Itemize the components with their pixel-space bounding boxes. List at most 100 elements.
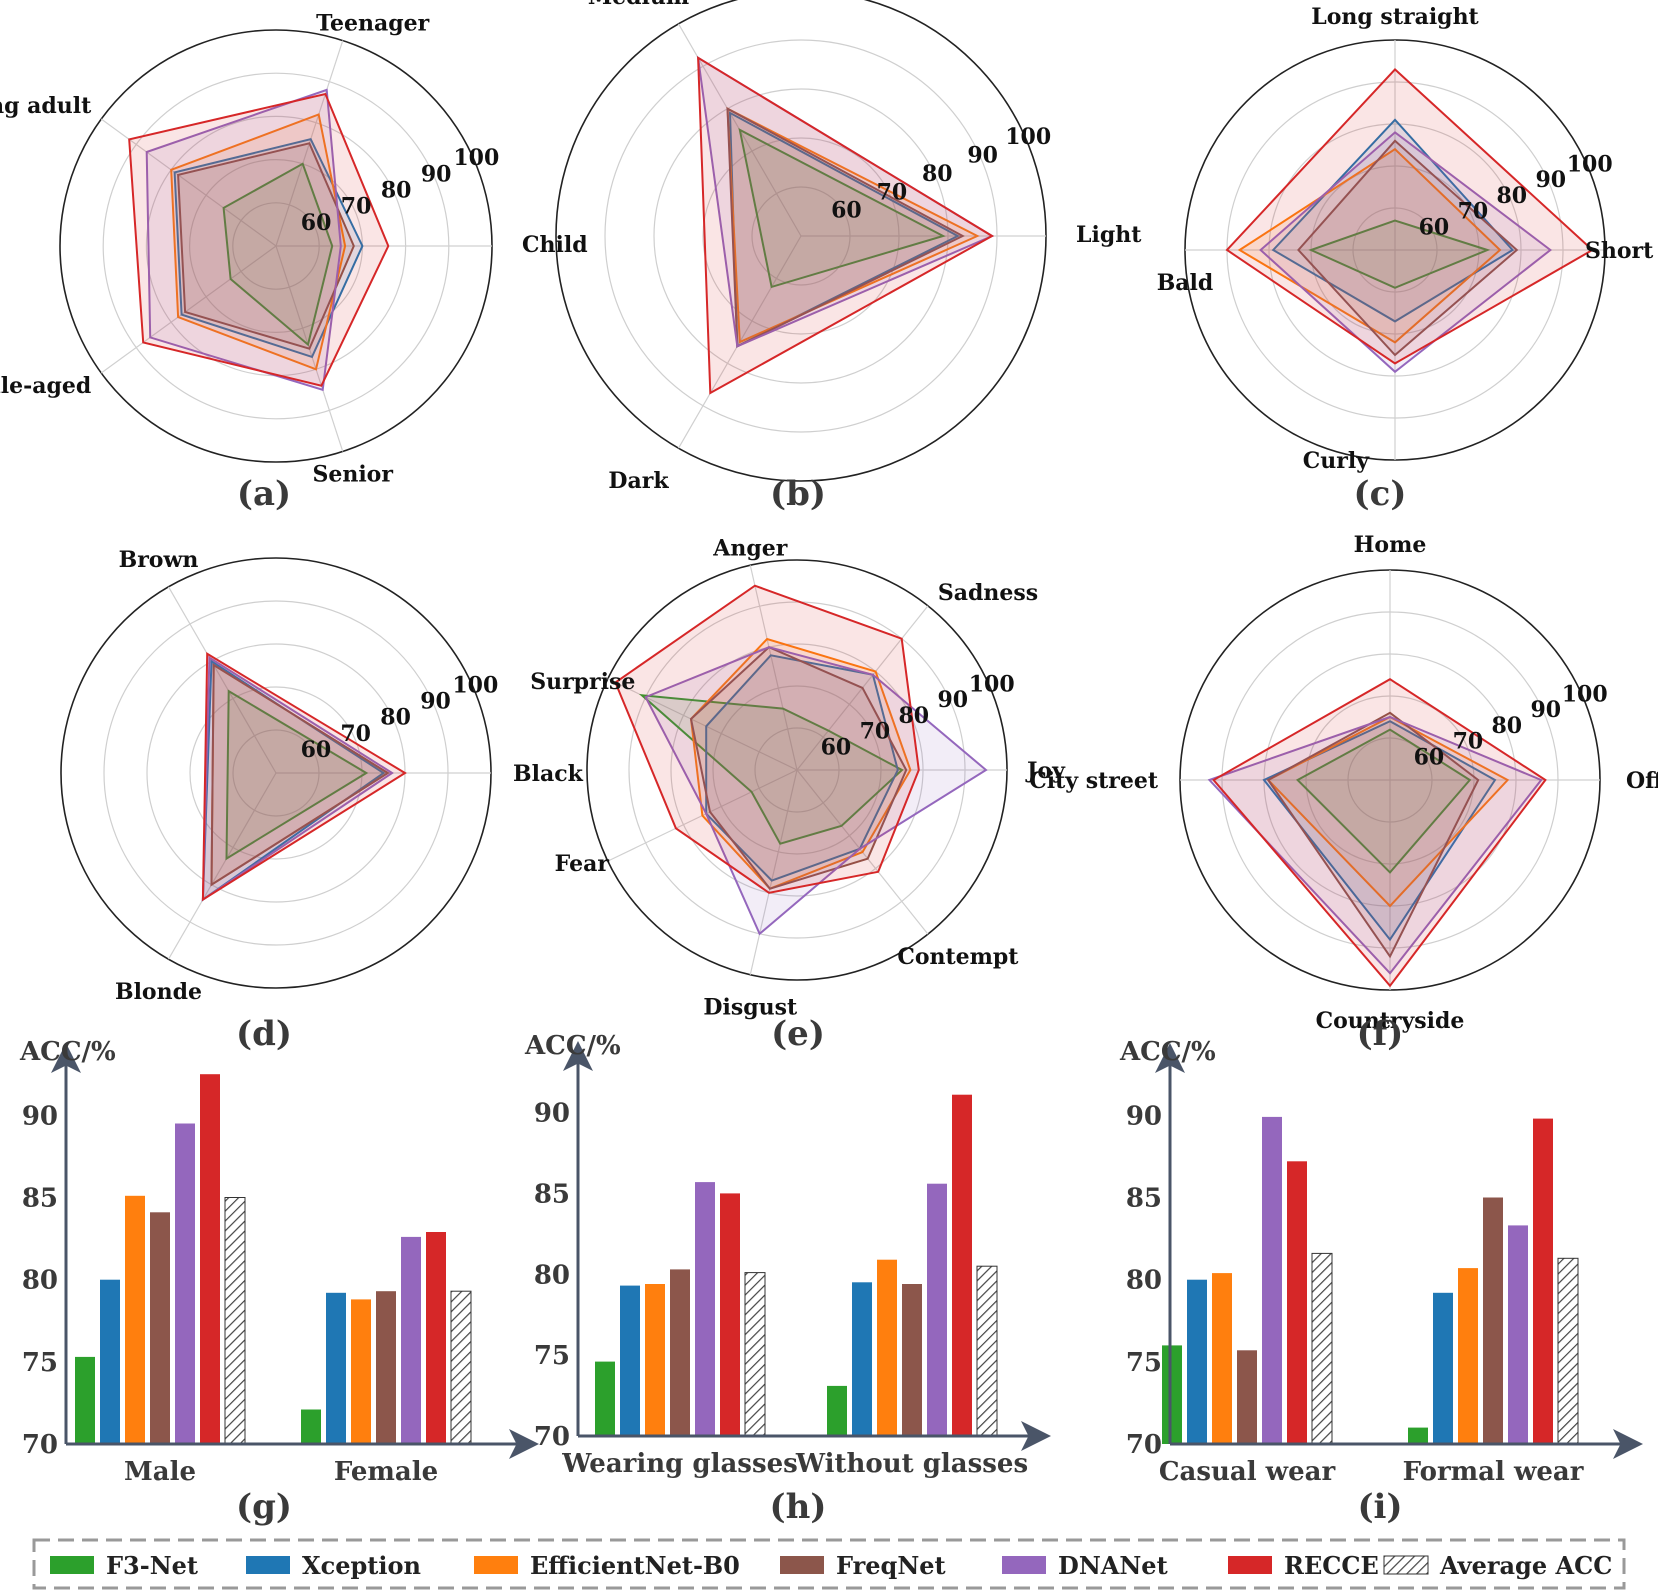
legend-swatch-efficientnet-b0 [474,1556,518,1574]
radar-tick-100: 100 [1562,681,1608,707]
bar-category-without-glasses: Without glasses [795,1449,1028,1479]
bar-wearing-glasses-efficientnet-b0 [645,1284,665,1436]
radar-tick-80: 80 [1491,713,1522,739]
y-tick-75: 75 [1126,1348,1162,1378]
bar-casual-wear-recce [1287,1161,1307,1444]
radar-series-freqnet [726,106,965,348]
radar-category-medium: Medium [588,0,689,10]
radar-tick-80: 80 [381,178,412,204]
radar-series-efficientnet-b0 [170,113,347,371]
radar-category-brown: Brown [119,547,199,573]
bar-category-male: Male [124,1457,196,1487]
bar-male-efficientnet-b0 [125,1195,145,1444]
radar-category-joy: Joy [1025,758,1066,784]
radar-series-freqnet [1297,139,1519,357]
bar-casual-wear-freqnet [1237,1350,1257,1444]
radar-category-senior: Senior [312,461,393,487]
bar-wearing-glasses-f3-net [595,1361,615,1436]
bar-male-xception [100,1279,120,1444]
bar-male-recce [200,1074,220,1444]
radar-tick-60: 60 [831,198,862,224]
radar-tick-90: 90 [421,161,452,187]
radar-category-black: Black [513,761,584,787]
radar-series-dnanet [1207,715,1543,975]
radar-tick-70: 70 [860,719,891,745]
radar-category-sadness: Sadness [938,580,1038,606]
bar-formal-wear-dnanet [1508,1225,1528,1444]
radar-chart-b: 60 70 80 90 100 Light Medium Dark (b) [555,0,1142,514]
bar-formal-wear-f3-net [1408,1427,1428,1444]
radar-category-child: Child [522,232,588,258]
bar-category-wearing-glasses: Wearing glasses [561,1449,798,1479]
y-tick-75: 75 [22,1348,58,1378]
bar-without-glasses-efficientnet-b0 [877,1259,897,1436]
bar-category-formal-wear: Formal wear [1403,1457,1584,1487]
radar-tick-60: 60 [301,210,332,236]
radar-tick-60: 60 [301,737,332,763]
bar-wearing-glasses-freqnet [670,1269,690,1436]
y-tick-75: 75 [534,1341,570,1371]
y-axis-title: ACC/% [19,1037,116,1067]
radar-series-recce [1212,678,1547,988]
radar-tick-60: 60 [821,734,852,760]
radar-tick-70: 70 [1453,729,1484,755]
radar-tick-90: 90 [967,143,998,169]
legend-label-efficientnet-b0: EfficientNet-B0 [530,1551,740,1580]
y-axis-title: ACC/% [524,1031,621,1061]
y-tick-85: 85 [22,1184,58,1214]
bar-female-recce [426,1232,446,1444]
y-tick-90: 90 [1126,1101,1162,1131]
bar-without-glasses-freqnet [902,1284,922,1436]
radar-category-bald: Bald [1157,270,1214,296]
bar-casual-wear-dnanet [1262,1116,1282,1444]
radar-tick-90: 90 [1530,697,1561,723]
radar-category-disgust: Disgust [703,995,798,1021]
charts-root: 60708090100ChildTeenagerYoung adultMiddl… [0,0,1658,1527]
legend-swatch-f3-net [50,1556,94,1574]
radar-category-dark: Dark [608,468,669,494]
bar-casual-wear-f3-net [1162,1345,1182,1444]
radar-series-freqnet [177,142,355,350]
radar-tick-80: 80 [898,703,929,729]
radar-tick-80: 80 [380,705,411,731]
radar-tick-90: 90 [937,687,968,713]
radar-tick-100: 100 [1567,151,1613,177]
bar-female-xception [326,1292,346,1444]
y-tick-90: 90 [22,1101,58,1131]
radar-category-curly: Curly [1303,448,1370,474]
radar-series-freqnet [689,646,908,890]
bar-formal-wear-recce [1533,1118,1553,1444]
panel-label: (g) [236,1487,292,1527]
radar-category-young-adult: Young adult [0,93,92,119]
bar-formal-wear-efficientnet-b0 [1458,1268,1478,1444]
radar-spoke [749,565,798,771]
radar-tick-80: 80 [922,161,953,187]
bar-female-f3-net [301,1409,321,1444]
panel-label: (h) [770,1487,827,1527]
radar-category-teenager: Teenager [316,11,429,37]
legend-swatch-dnanet [1002,1556,1046,1574]
panel-label: (b) [770,474,826,514]
radar-category-long-straight: Long straight [1311,4,1479,30]
radar-category-light: Light [1076,222,1142,248]
bar-male-f3-net [75,1356,95,1444]
bar-female-average-acc [450,1290,472,1445]
radar-tick-100: 100 [969,671,1015,697]
legend-label-dnanet: DNANet [1058,1551,1168,1580]
radar-category-contempt: Contempt [897,944,1019,970]
radar-category-short: Short [1585,238,1654,264]
radar-tick-90: 90 [1535,167,1566,193]
radar-series-dnanet [1259,131,1553,374]
radar-category-countryside: Countryside [1316,1008,1465,1034]
radar-tick-90: 90 [420,689,451,715]
y-tick-80: 80 [22,1266,58,1296]
radar-series-dnanet [145,88,342,392]
legend-label-freqnet: FreqNet [836,1551,946,1580]
y-tick-85: 85 [534,1179,570,1209]
panel-label: (c) [1354,474,1407,514]
bar-without-glasses-xception [852,1282,872,1436]
bar-female-efficientnet-b0 [351,1299,371,1444]
radar-category-home: Home [1354,532,1427,558]
bar-category-female: Female [334,1457,438,1487]
